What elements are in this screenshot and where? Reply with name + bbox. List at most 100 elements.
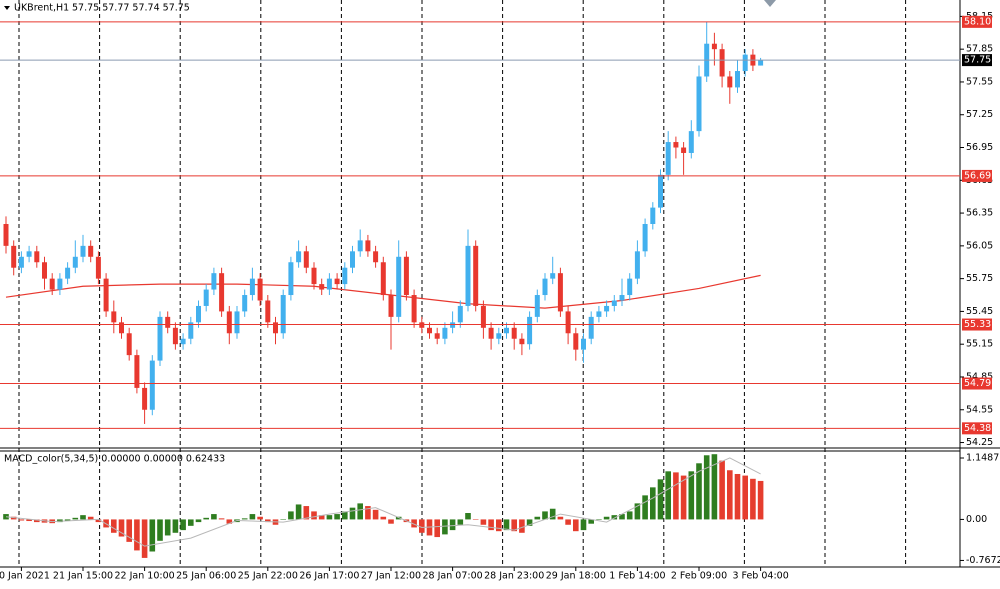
level-label: 55.33: [964, 319, 991, 330]
macd-bar: [434, 519, 440, 538]
candle-body: [665, 142, 671, 175]
candle-body: [265, 300, 271, 323]
macd-bar: [342, 511, 348, 520]
x-tick-label: 1 Feb 14:00: [609, 571, 665, 582]
candle-body: [72, 256, 78, 268]
y-tick-label: 54.55: [966, 404, 993, 415]
macd-bar: [496, 519, 502, 532]
candle-body: [26, 251, 32, 257]
candle-body: [619, 295, 625, 301]
candle-body: [357, 240, 363, 252]
macd-bar: [241, 518, 248, 520]
level-label-box: [962, 377, 992, 390]
macd-bar: [295, 504, 302, 520]
macd-bar: [149, 519, 156, 552]
macd-bar: [596, 519, 602, 520]
candle-body: [758, 60, 764, 66]
macd-bar: [411, 519, 417, 528]
candle-body: [457, 305, 463, 323]
candle-body: [188, 322, 194, 339]
candle-body: [696, 76, 702, 132]
symbol-title: UKBrent,H1: [14, 3, 69, 14]
macd-bar: [211, 514, 217, 520]
candle-body: [550, 273, 556, 279]
macd-bar: [164, 519, 171, 536]
candle-body: [658, 174, 663, 208]
macd-bar: [118, 519, 125, 537]
candle-body: [488, 327, 494, 339]
macd-bar: [442, 519, 448, 535]
macd-bar: [503, 519, 510, 531]
candle-body: [88, 245, 94, 257]
x-tick-label: 25 Jan 22:00: [238, 571, 298, 582]
y-tick-label: 57.25: [966, 109, 993, 120]
macd-bar: [311, 511, 317, 520]
macd-bar: [280, 519, 286, 520]
macd-bar: [326, 515, 333, 520]
macd-bar: [634, 503, 641, 520]
candle-body: [288, 262, 294, 296]
candle-body: [219, 273, 225, 312]
y-tick-label: 55.75: [966, 273, 993, 284]
macd-bar: [519, 519, 525, 533]
candle-body: [473, 245, 479, 306]
candle-body: [627, 278, 633, 296]
macd-bar: [126, 519, 132, 542]
macd-bar: [265, 519, 271, 523]
candle-body: [681, 147, 687, 153]
candle-body: [534, 295, 540, 317]
macd-bar: [619, 514, 625, 520]
macd-bar: [357, 503, 363, 520]
macd-bar: [365, 506, 371, 520]
candle-body: [465, 245, 471, 306]
level-label-box: [962, 422, 992, 435]
macd-bar: [565, 519, 571, 525]
y-tick-label: 56.35: [966, 208, 993, 219]
candle-body: [742, 54, 748, 72]
candle-body: [365, 240, 371, 252]
macd-bar: [157, 519, 163, 541]
macd-bar: [703, 455, 710, 520]
candle-body: [388, 295, 394, 317]
candle-body: [581, 338, 586, 350]
candle-body: [296, 251, 302, 263]
macd-bar: [734, 473, 741, 520]
macd-bar: [26, 519, 32, 522]
macd-bar: [711, 454, 718, 520]
candle-body: [234, 311, 240, 334]
candle-body: [172, 327, 178, 345]
candle-body: [142, 387, 148, 410]
candle-body: [588, 316, 594, 339]
y-tick-label: 55.15: [966, 339, 993, 350]
candle-body: [242, 295, 248, 312]
macd-bar: [465, 513, 471, 520]
candle-body: [49, 278, 55, 290]
y-tick-label: 54.25: [966, 437, 993, 448]
macd-bar: [172, 519, 179, 533]
y-tick-label: 1.14877: [966, 453, 1000, 464]
candle-body: [249, 278, 255, 296]
x-tick-label: 28 Jan 07:00: [423, 571, 483, 582]
y-tick-label: -0.76723: [966, 555, 1000, 566]
candle-body: [642, 224, 648, 252]
candle-body: [727, 76, 733, 88]
macd-bar: [557, 516, 564, 520]
macd-bar: [673, 472, 679, 520]
candle-body: [180, 338, 186, 345]
macd-bar: [626, 511, 633, 520]
current-price-box: [962, 54, 992, 67]
macd-bar: [511, 519, 517, 532]
current-price-label: 57.75: [964, 55, 991, 66]
candle-body: [427, 327, 432, 334]
macd-bar: [419, 519, 425, 533]
candle-body: [450, 322, 456, 328]
menu-arrow[interactable]: [4, 6, 10, 10]
level-label-box: [962, 169, 992, 182]
candle-body: [103, 278, 109, 312]
x-tick-label: 22 Jan 10:00: [115, 571, 175, 582]
candle-body: [3, 224, 9, 246]
macd-bar: [349, 507, 356, 520]
macd-bar: [18, 519, 25, 521]
macd-bar: [642, 495, 648, 520]
